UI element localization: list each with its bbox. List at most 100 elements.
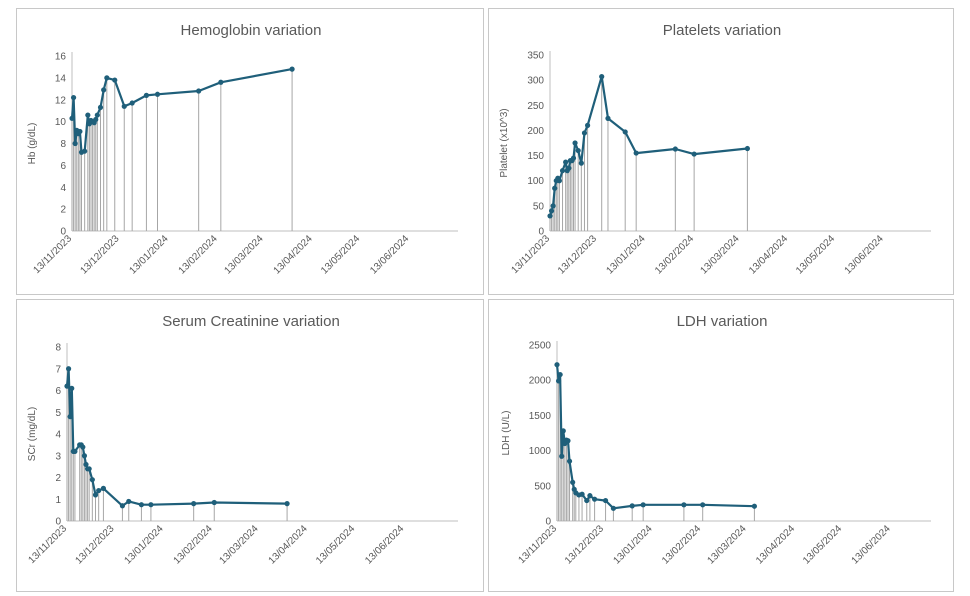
data-point — [566, 165, 572, 171]
data-point — [557, 371, 563, 378]
serum-creatinine-chart-panel: Serum Creatinine variation SCr (mg/dL) 0 1 2… — [16, 299, 484, 592]
platelets-chart-panel: Platelets variation Platelet (x10^3) 0 50 10… — [488, 8, 954, 295]
y-tick-label: 12 — [55, 95, 67, 106]
data-point — [610, 505, 616, 511]
y-tick-label: 0 — [545, 517, 551, 528]
hemoglobin-chart-panel: Hemoglobin variation Hb (g/dL) 0 2 4 6 8 10 12 14… — [16, 8, 484, 295]
x-tick-label: 13/06/2024 — [843, 233, 886, 276]
data-point — [751, 503, 757, 509]
series-line — [555, 364, 755, 510]
data-point — [112, 77, 118, 83]
y-tick-label: 200 — [527, 126, 544, 137]
data-point — [121, 103, 127, 109]
data-point — [592, 496, 598, 502]
data-point — [83, 461, 89, 468]
data-point — [126, 498, 132, 505]
x-tick-label: 13/01/2024 — [605, 233, 648, 276]
x-tick-label: 13/03/2024 — [223, 233, 266, 276]
data-point — [555, 378, 562, 384]
y-tick-label: 5 — [55, 408, 61, 419]
y-axis-label: Hb (g/dL) — [27, 123, 38, 165]
data-point — [85, 112, 91, 118]
series-line — [548, 75, 748, 217]
x-tick-label: 13/01/2024 — [123, 523, 166, 566]
x-tick-label: 13/12/2023 — [556, 233, 599, 276]
y-tick-label: 16 — [55, 52, 67, 63]
data-point — [97, 104, 104, 111]
data-point — [143, 92, 150, 98]
data-point — [72, 140, 78, 147]
y-tick-label: 6 — [60, 161, 66, 172]
data-point — [700, 502, 706, 508]
x-tick-label: 13/12/2023 — [78, 233, 121, 276]
y-tick-label: 4 — [55, 430, 61, 441]
data-point — [191, 501, 197, 507]
data-point — [67, 414, 73, 420]
x-tick-label: 13/04/2024 — [754, 523, 797, 566]
data-point — [81, 453, 88, 459]
data-point — [633, 150, 639, 156]
data-point — [556, 178, 562, 184]
data-point — [672, 146, 678, 152]
data-point — [566, 458, 573, 464]
y-axis-label: LDH (U/L) — [501, 410, 512, 455]
data-point — [93, 116, 99, 123]
data-point — [104, 75, 110, 81]
x-tick-label: 13/02/2024 — [177, 233, 220, 276]
y-tick-label: 0 — [538, 227, 544, 238]
chart-title: LDH variation — [677, 313, 768, 330]
y-tick-label: 100 — [527, 176, 544, 187]
chart-title: Serum Creatinine variation — [162, 313, 340, 330]
x-tick-label: 13/11/2023 — [26, 523, 69, 566]
serum-creatinine-chart: Serum Creatinine variation SCr (mg/dL) 0 1 2… — [26, 313, 458, 567]
y-tick-label: 3 — [55, 451, 61, 462]
data-point — [94, 112, 100, 118]
data-point — [585, 122, 591, 128]
data-point — [572, 140, 578, 146]
x-tick-label: 13/06/2024 — [363, 523, 406, 566]
y-tick-label: 350 — [527, 51, 544, 62]
data-point — [605, 115, 611, 121]
data-point — [578, 160, 584, 166]
data-point — [581, 130, 588, 136]
data-point — [563, 159, 569, 165]
y-tick-label: 10 — [55, 117, 67, 128]
y-tick-label: 8 — [60, 139, 66, 150]
data-point — [119, 503, 126, 509]
y-tick-label: 300 — [527, 76, 544, 87]
data-point — [100, 485, 107, 491]
data-point — [554, 362, 560, 368]
x-tick-label: 13/11/2023 — [516, 523, 559, 566]
data-point — [138, 502, 145, 508]
series-line — [65, 367, 288, 507]
data-point — [584, 497, 590, 504]
y-tick-label: 2 — [60, 205, 66, 216]
x-tick-label: 13/03/2024 — [218, 523, 261, 566]
x-tick-label: 13/01/2024 — [612, 523, 655, 566]
y-tick-label: 7 — [55, 364, 61, 375]
x-tick-label: 13/03/2024 — [699, 233, 742, 276]
data-point — [744, 145, 750, 152]
data-point — [575, 147, 581, 154]
data-point — [560, 428, 566, 434]
x-tick-label: 13/11/2023 — [509, 233, 552, 276]
data-point — [570, 155, 577, 161]
data-point — [559, 168, 566, 174]
data-point — [72, 448, 78, 454]
y-axis-label: Platelet (x10^3) — [499, 108, 510, 177]
data-point — [629, 503, 635, 509]
x-tick-label: 13/02/2024 — [653, 233, 696, 276]
chart-title: Platelets variation — [663, 22, 781, 39]
x-tick-label: 13/04/2024 — [747, 233, 790, 276]
x-tick-label: 13/12/2023 — [73, 523, 116, 566]
data-point — [89, 477, 95, 483]
y-tick-label: 2500 — [529, 341, 552, 352]
x-tick-label: 13/06/2024 — [850, 523, 893, 566]
data-point — [154, 91, 161, 97]
x-tick-label: 13/05/2024 — [801, 523, 844, 566]
x-tick-label: 13/02/2024 — [172, 523, 215, 566]
data-point — [64, 383, 70, 389]
y-tick-label: 14 — [55, 73, 67, 84]
y-tick-label: 1000 — [529, 446, 552, 457]
x-tick-label: 13/03/2024 — [706, 523, 749, 566]
